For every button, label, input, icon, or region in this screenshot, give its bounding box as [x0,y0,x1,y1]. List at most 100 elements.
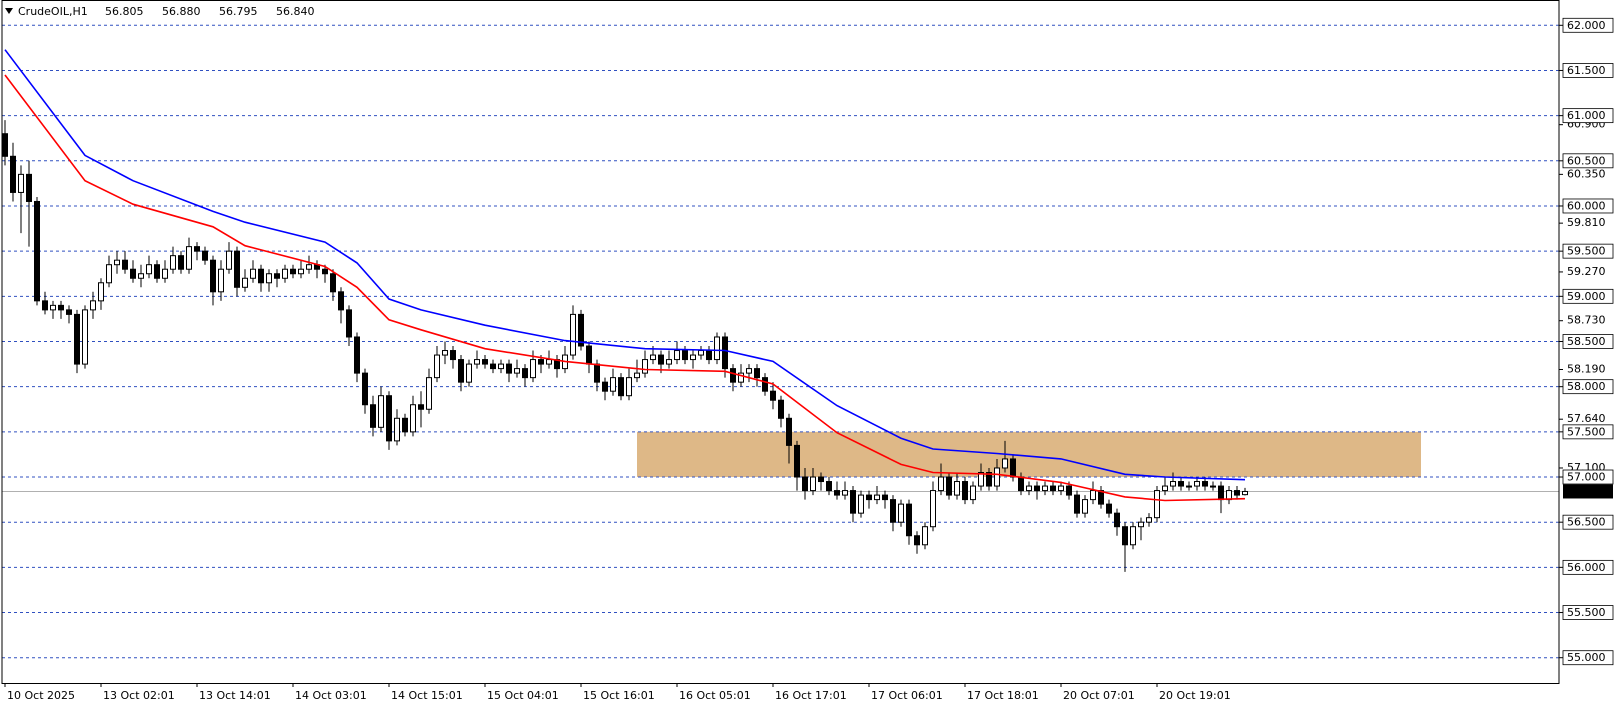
candle-body [194,246,200,252]
candle-body [1002,458,1008,469]
candle-body [962,481,968,501]
plot-layer [2,24,1559,659]
candle-body [802,476,808,492]
candle-body [650,354,656,361]
last-price-label: 56.840 [1567,485,1606,498]
y-tick-label: 59.000 [1567,290,1606,303]
tick-label-box [1562,514,1614,530]
candle-body [330,273,336,293]
x-tick-label: 13 Oct 02:01 [103,689,175,702]
candle-body [626,377,632,397]
y-tick-label: 58.000 [1567,380,1606,393]
y-tick-label: 58.500 [1567,335,1606,348]
candle-body [546,359,552,365]
y-tick-label: 60.500 [1567,154,1606,167]
candle-body [10,155,16,193]
candle-body [842,490,848,496]
candle-body [1170,481,1176,487]
candle-body [186,246,192,270]
tick-label-box [1562,559,1614,575]
candle-body [522,368,528,379]
candle-body [362,372,368,406]
tick-label-box [1562,153,1614,169]
y-tick-label: 61.500 [1567,64,1606,77]
candle-body [434,354,440,379]
candle-body [826,481,832,492]
candle-body [298,268,304,275]
y-tick-label-minor: 57.640 [1567,412,1606,425]
candle-body [266,273,272,284]
candle-body [450,350,456,361]
candle-body [914,535,920,546]
candle-body [250,268,256,279]
candle-body [634,372,640,379]
candle-body [506,363,512,374]
candle-body [74,313,80,365]
candle-body [970,485,976,501]
symbol-title: CrudeOIL,H1 [18,5,88,18]
candle-body [698,350,704,356]
header-value: 56.880 [162,5,201,18]
candle-body [258,268,264,284]
candle-body [1058,485,1064,492]
candle-body [66,309,72,315]
candle-body [1130,526,1136,546]
candle-body [674,350,680,361]
candle-body [1122,526,1128,546]
tick-label-box [1562,63,1614,78]
candle-body [922,526,928,546]
last-price-box [1563,484,1613,499]
candle-body [586,345,592,365]
candle-body [786,417,792,446]
candle-body [890,499,896,523]
candle-body [242,277,248,288]
candle-body [2,133,8,157]
y-tick-label: 59.500 [1567,245,1606,258]
x-tick-label: 15 Oct 16:01 [583,689,655,702]
y-tick-label: 56.500 [1567,516,1606,529]
candle-body [1090,490,1096,501]
tick-label-box [1562,243,1614,259]
candle-body [1186,485,1192,488]
x-tick-label: 15 Oct 04:01 [487,689,559,702]
candle-body [722,336,728,370]
candle-body [1050,485,1056,492]
x-tick-label: 17 Oct 06:01 [871,689,943,702]
y-tick-label-minor: 60.350 [1567,167,1606,180]
candle-body [1010,458,1016,478]
zone [637,431,1421,478]
candle-body [162,268,168,279]
candle-body [90,300,96,311]
candle-body [1178,481,1184,487]
candle-body [746,368,752,374]
candle-body [50,304,56,311]
candle-body [274,273,280,279]
candle-body [642,359,648,374]
candle-body [738,372,744,383]
candle-body [346,309,352,338]
header-value: 56.795 [219,5,258,18]
y-tick-label-minor: 58.730 [1567,314,1606,327]
candle-body [1034,485,1040,492]
candle-body [946,476,952,496]
y-tick-label-minor: 59.810 [1567,216,1606,229]
candle-body [570,313,576,356]
candle-body [1146,517,1152,523]
tick-label-box [1562,198,1614,214]
candle-body [130,268,136,279]
candle-body [394,417,400,442]
candle-body [666,359,672,365]
candle-body [954,481,960,496]
y-tick-label-minor: 58.190 [1567,363,1606,376]
candle-body [306,264,312,270]
candle-body [810,476,816,492]
candle-body [122,259,128,270]
candle-body [1074,494,1080,514]
candle-body [402,417,408,433]
y-tick-label: 57.500 [1567,425,1606,438]
x-tick-label: 20 Oct 19:01 [1159,689,1231,702]
candle-body [378,395,384,428]
candle-body [1162,485,1168,492]
